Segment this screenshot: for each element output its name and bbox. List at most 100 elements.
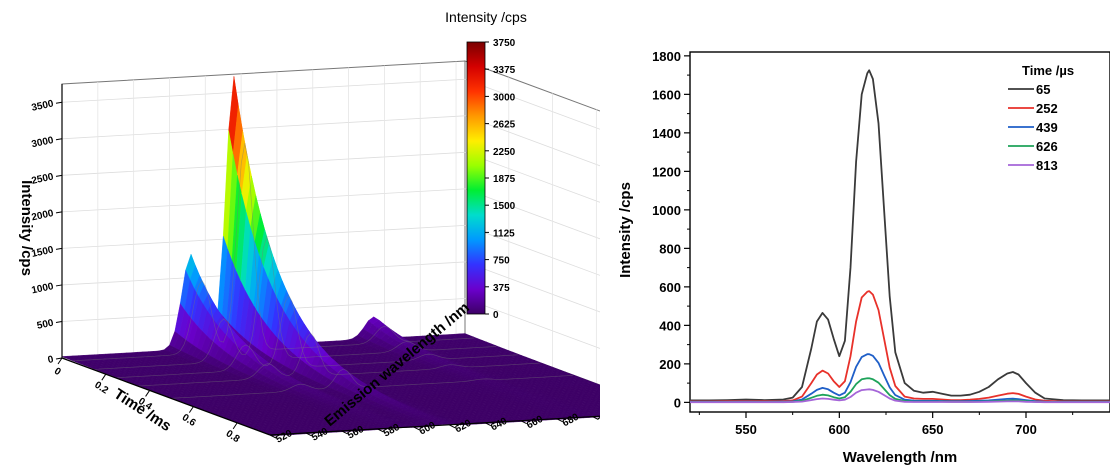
line-chart-y-tick-label: 0 xyxy=(674,395,681,410)
line-chart-y-tick-label: 1600 xyxy=(652,87,681,102)
line-chart-y-tick-label: 600 xyxy=(659,280,681,295)
left-chart-grid-z xyxy=(464,188,600,240)
colorbar-tick-label: 375 xyxy=(493,283,510,294)
colorbar-tick-label: 3750 xyxy=(493,38,516,49)
left-chart-z-tick-label: 1500 xyxy=(31,244,55,259)
colorbar-tick-label: 2625 xyxy=(493,120,516,131)
left-chart-surface-strip-line xyxy=(171,368,573,399)
left-chart-z-tick-label: 0 xyxy=(47,354,55,366)
left-chart-wavelength-tick xyxy=(484,422,492,427)
left-chart-z-tick-label: 2500 xyxy=(31,171,55,186)
line-chart-body: 550 600 650 700 0 200 400 600 800 1000 1200 1400 160… xyxy=(652,49,1110,437)
legend-entry-252: 252 xyxy=(1036,101,1058,116)
series-line-626 xyxy=(690,377,1110,403)
left-chart-z-tick xyxy=(55,357,63,360)
left-chart-wavelength-tick xyxy=(520,420,527,425)
line-chart-y-tick-label: 400 xyxy=(659,318,681,333)
legend-entry-813: 813 xyxy=(1036,158,1058,173)
left-chart-surface-strip-line xyxy=(94,235,497,370)
colorbar-title: Intensity /cps xyxy=(445,9,527,25)
left-chart-time-tick xyxy=(101,373,107,381)
left-chart-time-tick xyxy=(57,357,63,365)
colorbar-tick-label: 0 xyxy=(493,310,499,321)
left-chart-time-tick-label: 0 xyxy=(52,366,63,378)
left-chart-wavelength-tick xyxy=(448,424,456,429)
left-chart-wavelength-tick xyxy=(341,430,348,435)
left-chart-wavelength-tick xyxy=(377,428,384,433)
line-chart-x-tick-label: 550 xyxy=(735,422,757,437)
left-chart-wavelength-tick xyxy=(305,432,313,437)
legend-entry-65: 65 xyxy=(1036,82,1050,97)
left-chart-z-tick xyxy=(55,211,63,214)
colorbar xyxy=(466,41,486,315)
left-chart-wavelength-tick xyxy=(413,426,420,431)
left-chart-z-tick xyxy=(55,138,63,141)
left-chart-time-tick-label: 0.8 xyxy=(224,428,242,445)
left-chart-z-tick xyxy=(55,101,63,104)
legend-entry-626: 626 xyxy=(1036,139,1058,154)
left-chart-wavelength-tick xyxy=(556,418,563,423)
left-chart-grid-z xyxy=(464,261,600,313)
left-chart-grid-z xyxy=(464,225,600,276)
colorbar-tick-label: 3000 xyxy=(493,92,516,103)
left-chart-time-tick xyxy=(188,406,194,413)
left-chart-grid-z xyxy=(464,78,600,130)
left-chart-wavelength-tick xyxy=(269,434,277,439)
plot-frame xyxy=(689,51,1110,413)
left-chart-grid-z xyxy=(61,78,466,103)
left-chart-z-tick-label: 500 xyxy=(36,318,55,332)
left-chart-grid-z xyxy=(464,115,600,167)
left-chart-z-tick-label: 2000 xyxy=(31,208,55,223)
line-chart-y-tick-label: 200 xyxy=(659,357,681,372)
left-chart-grid-z xyxy=(464,298,600,349)
surface-chart-body: 050010001500200025003000350000.20.40.60.… xyxy=(31,38,600,446)
colorbar-tick-label: 3375 xyxy=(493,65,516,76)
series-line-65 xyxy=(690,69,1110,402)
left-chart-surface-strip-line xyxy=(138,332,540,387)
line-chart-x-tick-label: 700 xyxy=(1015,422,1037,437)
left-chart-grid-z xyxy=(61,151,466,176)
left-chart-grid-z xyxy=(61,188,466,213)
left-chart-time-axis-line xyxy=(61,357,271,436)
left-chart-grid-z xyxy=(61,115,466,140)
colorbar-tick-label: 750 xyxy=(493,256,510,267)
left-chart-z-tick-label: 3500 xyxy=(31,98,55,113)
colorbar-tick-label: 1500 xyxy=(493,201,516,212)
left-chart-wavelength-tick xyxy=(592,416,599,421)
left-chart-time-tick xyxy=(232,422,238,430)
line-chart-y-tick-label: 800 xyxy=(659,241,681,256)
series-line-813 xyxy=(690,388,1110,404)
colorbar-tick-label: 1125 xyxy=(493,228,515,239)
line-chart-y-tick-label: 1400 xyxy=(652,126,681,141)
left-chart-z-tick xyxy=(55,320,63,323)
line-chart-x-tick-label: 650 xyxy=(922,422,944,437)
left-chart-time-tick-label: 0.6 xyxy=(180,412,198,429)
left-chart-time-tick-label: 0.2 xyxy=(92,380,110,397)
series-line-439 xyxy=(690,353,1110,403)
line-chart-x-tick-label: 600 xyxy=(828,422,850,437)
surface-chart: 050010001500200025003000350000.20.40.60.… xyxy=(18,9,600,446)
left-chart-grid-z xyxy=(464,151,600,203)
line-chart: 550 600 650 700 0 200 400 600 800 1000 1200 1400 160… xyxy=(617,49,1110,466)
left-chart-z-tick xyxy=(55,284,63,287)
left-chart-time-tick xyxy=(145,390,150,397)
y-axis-title: Intensity /cps xyxy=(617,182,634,278)
left-chart-z-tick-label: 1000 xyxy=(31,281,55,296)
left-chart-z-tick xyxy=(55,174,63,177)
line-chart-y-tick-label: 1200 xyxy=(652,164,681,179)
series-line-252 xyxy=(690,290,1110,403)
left-chart-surface-strip-line xyxy=(116,294,518,379)
line-chart-y-tick-label: 1000 xyxy=(652,203,681,218)
legend-entry-439: 439 xyxy=(1036,120,1058,135)
line-chart-y-tick-label: 1800 xyxy=(652,49,681,64)
z-axis-title: Intensity /cps xyxy=(18,180,35,276)
legend-title: Time /µs xyxy=(1022,63,1074,78)
left-chart-z-tick xyxy=(55,247,63,250)
left-chart-surface-strip-line xyxy=(72,143,475,362)
left-chart-z-tick-label: 3000 xyxy=(31,135,55,150)
colorbar-tick-label: 2250 xyxy=(493,147,516,158)
left-chart-wavelength-tick-label: 700 xyxy=(597,409,600,427)
left-chart-wavelength-axis-line xyxy=(269,415,600,436)
colorbar-tick-label: 1875 xyxy=(493,174,516,185)
x-axis-title: Wavelength /nm xyxy=(843,449,957,466)
